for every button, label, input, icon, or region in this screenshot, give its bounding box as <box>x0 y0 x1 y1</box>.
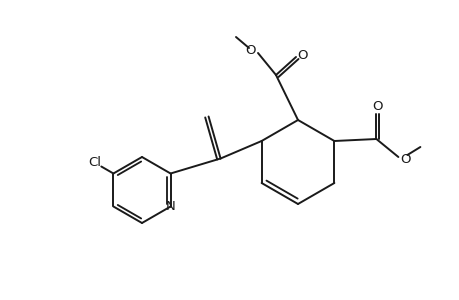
Text: O: O <box>399 152 410 166</box>
Text: Cl: Cl <box>88 156 101 169</box>
Text: O: O <box>297 49 308 62</box>
Text: N: N <box>165 200 175 213</box>
Text: O: O <box>371 100 382 112</box>
Text: O: O <box>245 44 256 56</box>
